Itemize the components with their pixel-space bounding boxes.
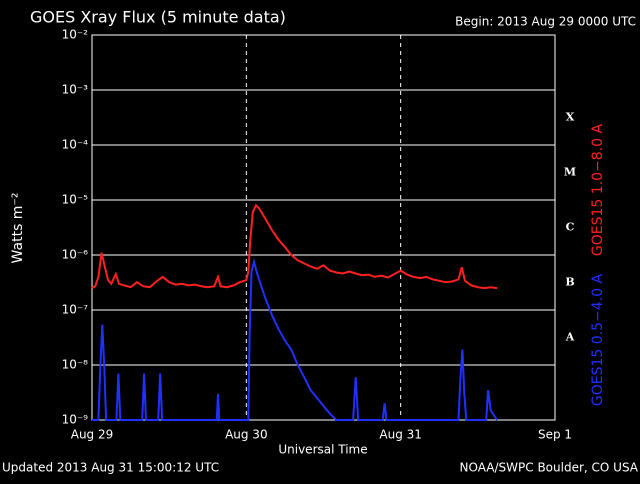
series-line	[92, 257, 498, 421]
footer-left: Updated 2013 Aug 31 15:00:12 UTC	[2, 461, 219, 475]
y-tick-label: 10⁻⁷	[62, 303, 89, 317]
legend-label: GOES15 0.5−4.0 A	[590, 274, 606, 407]
legend-label: GOES15 1.0−8.0 A	[590, 124, 606, 257]
y-tick-label: 10⁻⁶	[62, 248, 89, 262]
y-tick-label: 10⁻⁸	[62, 358, 89, 372]
x-tick-label: Aug 30	[225, 428, 268, 442]
y-tick-label: 10⁻²	[62, 28, 89, 42]
flare-class-label: X	[566, 111, 575, 124]
footer-right: NOAA/SWPC Boulder, CO USA	[460, 461, 639, 475]
y-tick-label: 10⁻⁹	[62, 413, 89, 427]
x-tick-label: Sep 1	[538, 428, 572, 442]
flare-class-label: C	[566, 221, 575, 234]
x-axis-label: Universal Time	[278, 443, 367, 457]
y-axis-label: Watts m⁻²	[10, 193, 26, 264]
x-tick-label: Aug 29	[71, 428, 114, 442]
y-tick-label: 10⁻⁵	[62, 193, 89, 207]
x-tick-label: Aug 31	[379, 428, 422, 442]
flare-class-label: B	[565, 276, 574, 289]
flare-class-label: A	[565, 331, 575, 344]
y-tick-label: 10⁻⁴	[62, 138, 89, 152]
series-line	[91, 203, 498, 290]
chart-title: GOES Xray Flux (5 minute data)	[30, 8, 286, 27]
flare-class-label: M	[564, 166, 576, 179]
subtitle: Begin: 2013 Aug 29 0000 UTC	[455, 15, 636, 29]
y-tick-label: 10⁻³	[62, 83, 89, 97]
